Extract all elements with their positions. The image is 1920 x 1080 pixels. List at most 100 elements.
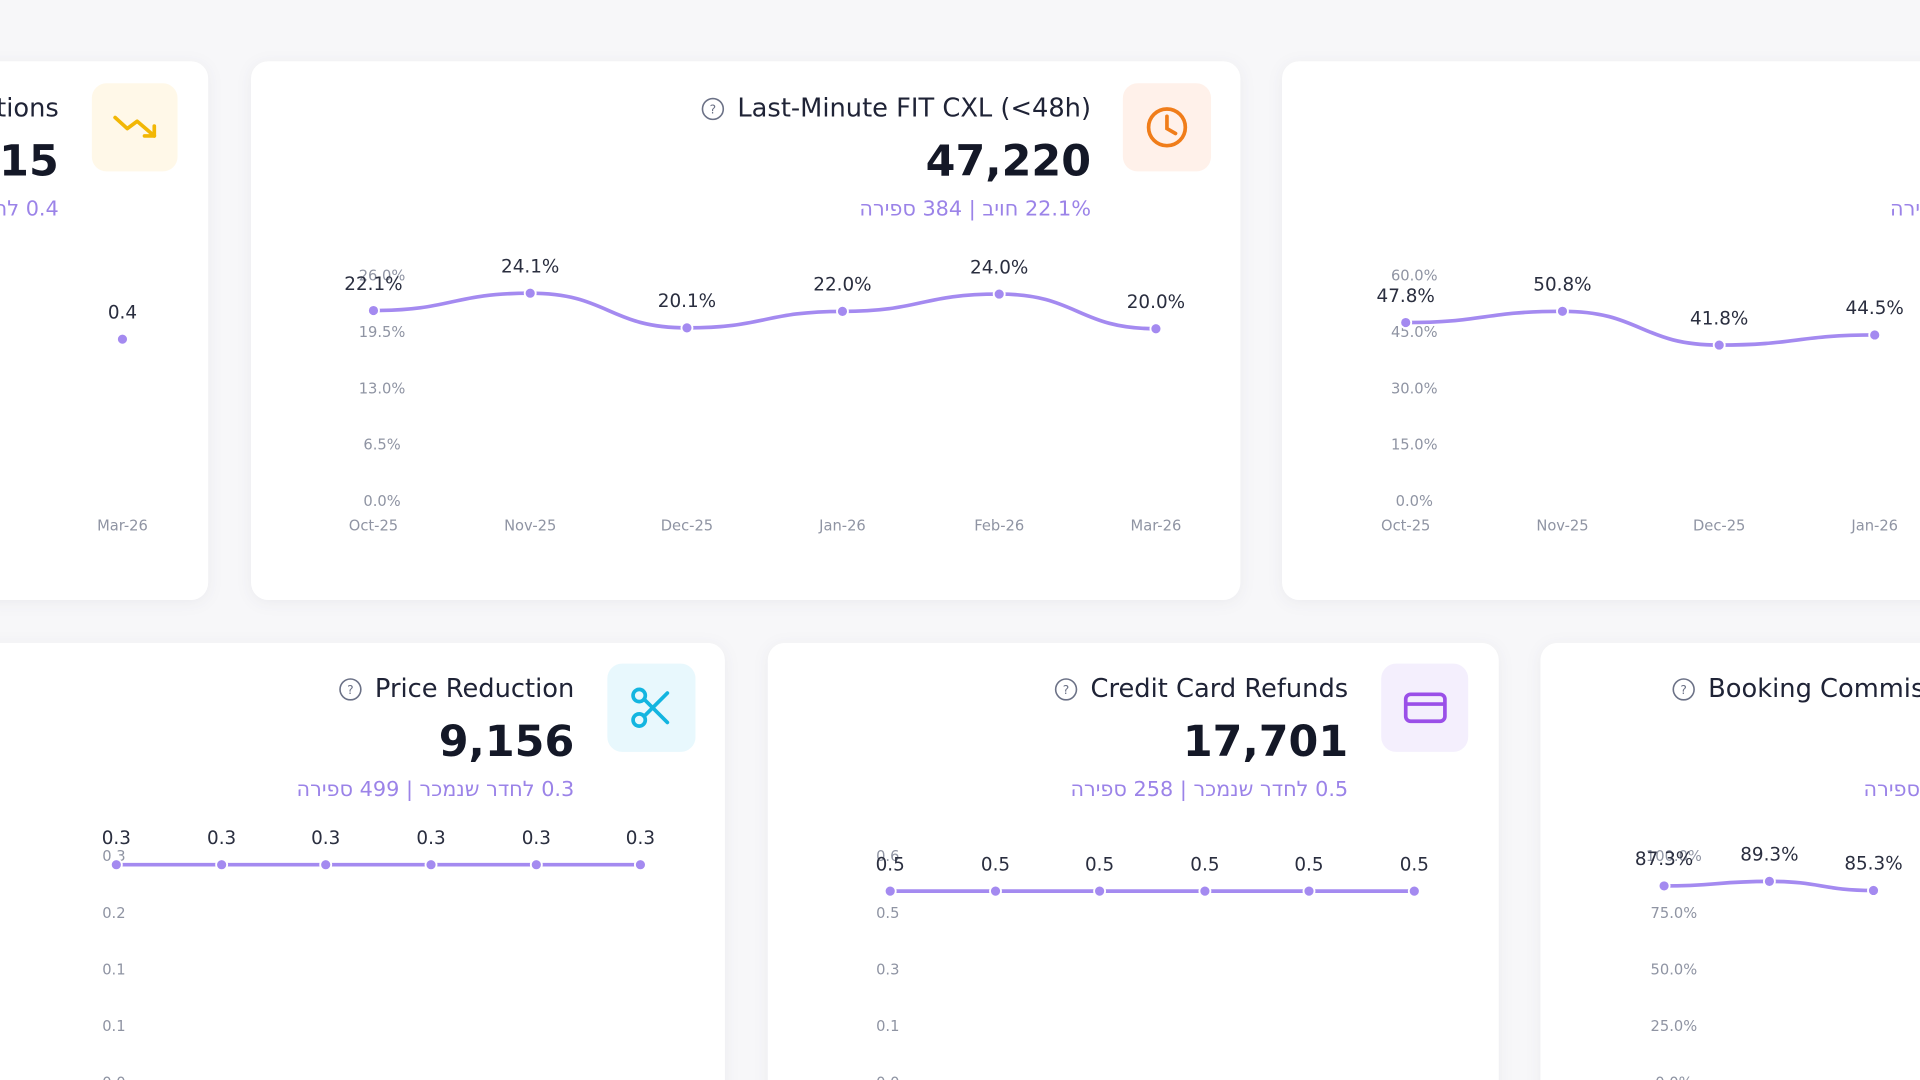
help-icon-glyph: ? <box>347 683 354 697</box>
y-tick-label: 0.3 <box>876 961 899 978</box>
y-tick-label: 6.5% <box>363 437 400 454</box>
data-point <box>883 884 897 898</box>
data-label: 20.0% <box>1127 292 1185 313</box>
card-title: tions <box>0 93 59 123</box>
data-point <box>989 884 1002 898</box>
y-tick-label: 0.2 <box>102 905 125 922</box>
y-tick-label: 13.0% <box>359 380 406 397</box>
data-point <box>529 858 543 872</box>
data-point <box>1712 338 1726 352</box>
data-point <box>633 858 647 872</box>
y-tick-label: 0.0% <box>1396 493 1433 510</box>
y-tick-label: 45.0% <box>1391 324 1438 341</box>
kpi-subtitle: 22.1% חויב | 384 ספירה <box>859 196 1091 221</box>
y-tick-label: 0.0 <box>102 1075 125 1080</box>
data-label: 87.3% <box>1635 849 1693 870</box>
kpi-subtitle: ספירה <box>1864 777 1920 801</box>
data-label: 89.3% <box>1740 845 1798 866</box>
data-point <box>215 858 229 872</box>
data-point <box>116 332 129 346</box>
data-point <box>1198 884 1212 898</box>
data-point <box>1867 884 1880 897</box>
data-point <box>680 321 694 335</box>
y-tick-label: 25.0% <box>1651 1018 1698 1035</box>
data-label: 0.5 <box>876 854 905 875</box>
card-title: Credit Card Refunds <box>1091 674 1349 704</box>
data-point <box>523 286 537 300</box>
help-icon <box>339 678 362 701</box>
data-label: 44.5% <box>1846 298 1904 319</box>
y-tick-label: 60.0% <box>1391 268 1438 285</box>
data-label: 0.3 <box>416 828 445 849</box>
data-point <box>836 304 849 318</box>
y-tick-label: 26.0% <box>359 268 406 285</box>
help-icon <box>1672 678 1695 701</box>
y-tick-label: 0.0% <box>363 493 400 510</box>
data-point <box>992 287 1006 301</box>
data-point <box>1407 884 1421 898</box>
y-tick-label: 30.0% <box>1391 380 1438 397</box>
card <box>1540 642 1920 1080</box>
series-line <box>373 291 1156 331</box>
x-tick-label: Jan-26 <box>818 518 866 535</box>
data-point <box>1302 884 1316 898</box>
help-icon-glyph: ? <box>1063 683 1070 697</box>
x-tick-label: Nov-25 <box>504 518 556 535</box>
data-point <box>1868 328 1882 342</box>
data-label: 20.1% <box>658 291 716 312</box>
help-icon <box>1054 678 1078 701</box>
data-label: 0.5 <box>1400 854 1429 875</box>
card-title: Booking Commis <box>1708 674 1920 704</box>
x-tick-label: Jan-26 <box>1850 518 1898 535</box>
data-label: 0.3 <box>626 828 655 849</box>
help-icon <box>701 97 725 121</box>
help-icon-glyph: ? <box>710 103 717 117</box>
data-point <box>1762 874 1776 888</box>
kpi-value: 17,701 <box>1183 717 1348 767</box>
data-label: 0.5 <box>981 854 1010 875</box>
data-label: 0.4 <box>108 302 137 323</box>
kpi-subtitle: 0.4 לח <box>0 196 59 220</box>
data-label: 41.8% <box>1690 308 1748 329</box>
x-tick-label: Dec-25 <box>1693 518 1745 535</box>
kpi-value: 47,220 <box>926 137 1091 187</box>
data-label: 0.3 <box>207 828 236 849</box>
y-tick-label: 0.6 <box>876 848 899 865</box>
data-label: 0.3 <box>102 828 131 849</box>
y-tick-label: 0.1 <box>102 961 125 978</box>
data-label: 47.8% <box>1377 286 1435 307</box>
data-label: 24.1% <box>501 256 559 277</box>
kpi-value: 9,156 <box>439 717 575 767</box>
x-tick-label: Oct-25 <box>1381 518 1430 535</box>
x-tick-label: Mar-26 <box>1131 518 1182 535</box>
data-label: 0.5 <box>1085 854 1114 875</box>
data-label: 0.3 <box>311 828 340 849</box>
data-label: 0.5 <box>1190 854 1219 875</box>
data-label: 85.3% <box>1844 854 1902 875</box>
data-point <box>1093 884 1107 898</box>
card <box>0 642 725 1080</box>
x-tick-label: Mar-26 <box>97 518 148 535</box>
data-point <box>1556 304 1569 318</box>
data-point <box>109 858 123 872</box>
card <box>0 61 209 600</box>
data-label: 0.3 <box>522 828 551 849</box>
data-point <box>424 858 438 872</box>
data-label: 0.5 <box>1294 854 1323 875</box>
data-point <box>1149 322 1163 336</box>
card-title: Price Reduction <box>375 674 574 704</box>
kpi-value: 915 <box>0 137 59 187</box>
series-line <box>1405 309 1875 347</box>
card-icon <box>1381 663 1469 752</box>
x-tick-label: Feb-26 <box>974 518 1024 535</box>
y-tick-label: 100.0% <box>1646 848 1702 865</box>
x-tick-label: Dec-25 <box>661 518 713 535</box>
y-tick-label: 0.1 <box>876 1018 899 1035</box>
card-title: Last-Minute FIT CXL (<48h) <box>737 93 1091 123</box>
data-point <box>1399 316 1413 329</box>
data-point <box>367 304 380 317</box>
data-label: 24.0% <box>970 257 1028 278</box>
help-icon-glyph: ? <box>1680 683 1687 697</box>
y-tick-label: 75.0% <box>1651 905 1698 922</box>
data-label: 50.8% <box>1533 275 1591 296</box>
